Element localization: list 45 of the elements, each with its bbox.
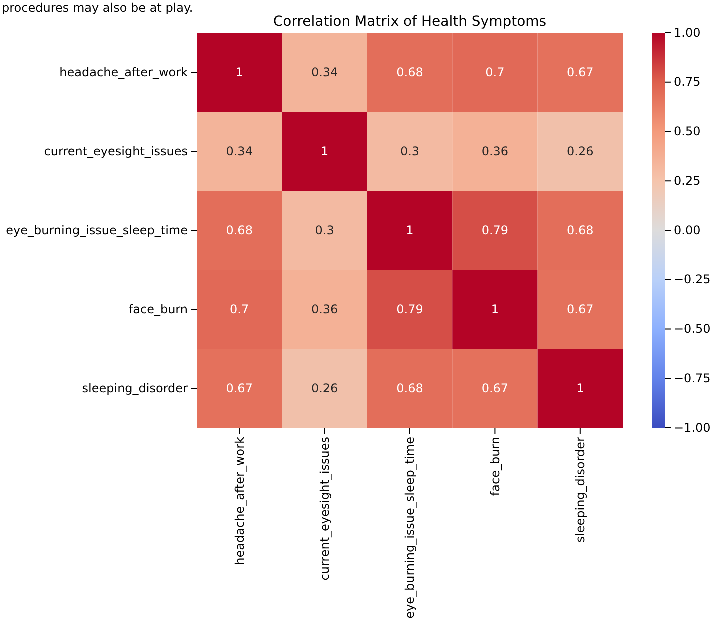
x-tick-label: eye_burning_issue_sleep_time — [403, 437, 418, 619]
data-label: 0.26 — [311, 382, 338, 396]
data-label: 0.67 — [226, 382, 253, 396]
data-label: 0.67 — [482, 382, 509, 396]
data-label: 0.68 — [396, 66, 424, 80]
data-label: 0.3 — [400, 144, 420, 159]
y-tick-label: face_burn — [128, 302, 188, 316]
y-tick-label: sleeping_disorder — [82, 381, 188, 396]
data-label: 1 — [576, 382, 584, 396]
color-bar-label: −1.00 — [674, 420, 711, 435]
data-label: 0.3 — [315, 224, 334, 238]
text: procedures may also be at play. — [2, 1, 194, 15]
x-tick-label: current_eyesight_issues — [318, 437, 332, 581]
data-label: 0.36 — [482, 144, 509, 159]
color-bar-label: 0.25 — [674, 174, 701, 188]
data-label: 1 — [236, 66, 244, 80]
data-label: 0.36 — [311, 302, 338, 317]
chart-title: Correlation Matrix of Health Symptoms — [273, 14, 547, 30]
data-label: 0.7 — [486, 66, 505, 80]
color-bar-label: 0.75 — [674, 75, 701, 90]
data-label: 0.79 — [482, 224, 509, 238]
data-label: 0.7 — [230, 302, 250, 317]
x-tick-label: sleeping_disorder — [574, 436, 588, 543]
color-bar-label: 1.00 — [674, 26, 701, 40]
color-bar-label: −0.50 — [674, 322, 711, 336]
data-label: 0.68 — [396, 382, 424, 396]
data-label: 0.79 — [396, 302, 424, 317]
y-tick-label: eye_burning_issue_sleep_time — [6, 223, 188, 238]
data-label: 1 — [320, 144, 329, 159]
data-label: 0.26 — [567, 144, 594, 159]
data-label: 0.67 — [567, 66, 594, 80]
data-label: 0.34 — [311, 66, 338, 80]
data-label: 1 — [491, 302, 500, 317]
color-bar-label: −0.75 — [674, 371, 711, 386]
color-bar-label: 0.00 — [674, 223, 701, 238]
data-label: 0.68 — [567, 224, 594, 238]
color-bar-label: 0.50 — [674, 124, 701, 139]
color-bar-label: −0.25 — [674, 272, 711, 287]
data-label: 0.68 — [226, 224, 253, 238]
data-label: 1 — [406, 224, 414, 238]
y-tick-label: current_eyesight_issues — [44, 144, 188, 158]
data-label: 0.67 — [567, 302, 594, 317]
data-label: 0.34 — [226, 144, 253, 159]
x-tick-label: face_burn — [488, 437, 502, 496]
y-tick-label: headache_after_work — [60, 65, 188, 80]
